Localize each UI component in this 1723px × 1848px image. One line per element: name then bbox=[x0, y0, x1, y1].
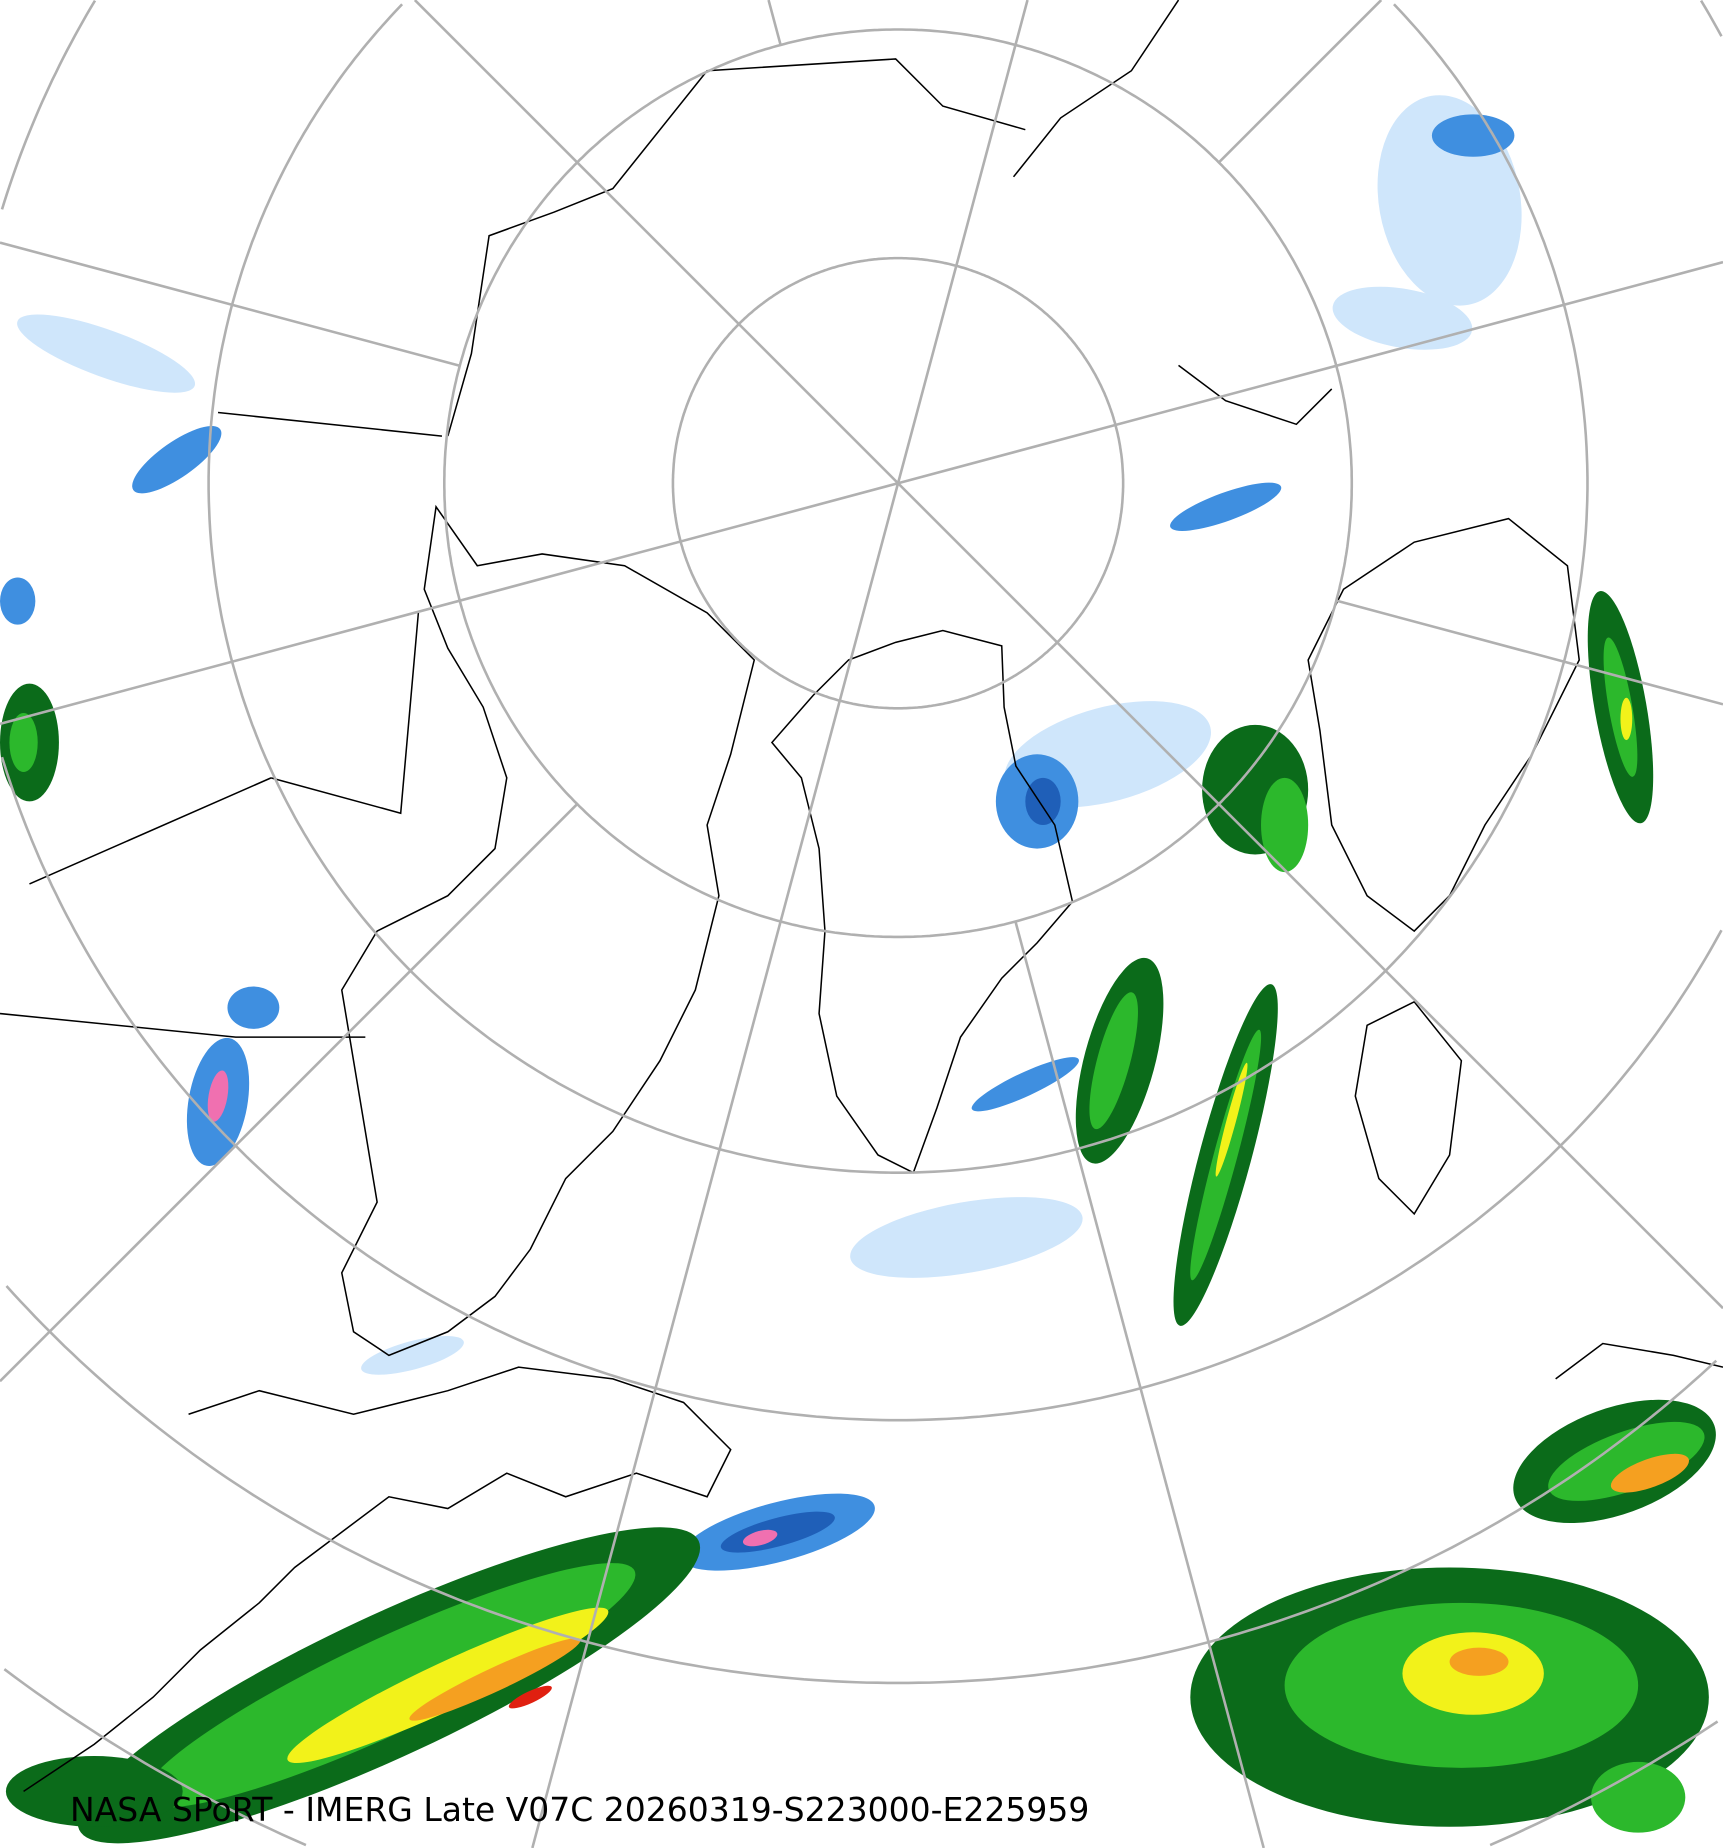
precipitation-layer bbox=[0, 95, 1716, 1844]
precipitation-area bbox=[1089, 992, 1138, 1130]
latitude-circle bbox=[443, 28, 1354, 939]
precipitation-area bbox=[1261, 777, 1309, 873]
meridian-line bbox=[896, 0, 1029, 484]
precipitation-area bbox=[227, 986, 280, 1029]
precipitation-area bbox=[361, 1335, 464, 1375]
precipitation-area bbox=[409, 1638, 581, 1721]
precipitation-area bbox=[9, 713, 38, 772]
precipitation-area bbox=[1548, 1421, 1705, 1501]
coastlines-layer bbox=[0, 0, 1723, 1793]
precipitation-area bbox=[850, 1197, 1083, 1278]
precipitation-area bbox=[1603, 637, 1638, 777]
precipitation-area bbox=[1025, 777, 1061, 826]
map-caption: NASA SPoRT - IMERG Late V07C 20260319-S2… bbox=[70, 1790, 1090, 1829]
meridian-line bbox=[0, 481, 899, 726]
precipitation-area bbox=[1620, 697, 1633, 741]
meridian-line bbox=[413, 0, 899, 485]
precipitation-area bbox=[742, 1529, 778, 1547]
precipitation-area bbox=[1610, 1453, 1689, 1493]
meridian-line bbox=[1335, 599, 1723, 706]
meridian-line bbox=[0, 241, 461, 368]
precipitation-area bbox=[132, 425, 222, 494]
latitude-circle bbox=[5, 1285, 1718, 1685]
precipitation-area bbox=[142, 1563, 636, 1808]
precipitation-area bbox=[287, 1607, 609, 1764]
latitude-circle bbox=[3, 1668, 1719, 1847]
precipitation-area bbox=[1170, 482, 1282, 531]
precipitation-area bbox=[508, 1685, 552, 1709]
precipitation-area bbox=[0, 577, 36, 625]
precipitation-area bbox=[1332, 286, 1473, 350]
precipitation-area bbox=[971, 1057, 1079, 1112]
precipitation-area bbox=[17, 314, 196, 393]
precipitation-area bbox=[207, 1070, 229, 1122]
precipitation-area bbox=[1431, 114, 1515, 157]
alaska-boundary bbox=[0, 411, 443, 1038]
latitude-circle bbox=[671, 256, 1125, 710]
meridian-line bbox=[0, 803, 579, 1383]
precipitation-area bbox=[1449, 1647, 1509, 1676]
precipitation-area bbox=[1591, 1761, 1686, 1833]
meridian-line bbox=[531, 482, 900, 1848]
meridian-line bbox=[897, 260, 1723, 485]
eurasia-coastline bbox=[1012, 0, 1723, 1380]
meridian-line bbox=[897, 482, 1723, 1310]
latitude-circle bbox=[0, 0, 1723, 1422]
precipitation-area bbox=[1215, 1062, 1248, 1177]
meridian-line bbox=[1217, 0, 1383, 164]
meridian-line bbox=[1014, 921, 1265, 1848]
meridian-line bbox=[767, 0, 782, 46]
latitude-circle bbox=[207, 3, 1589, 1174]
north-america-coastline bbox=[23, 1366, 732, 1793]
